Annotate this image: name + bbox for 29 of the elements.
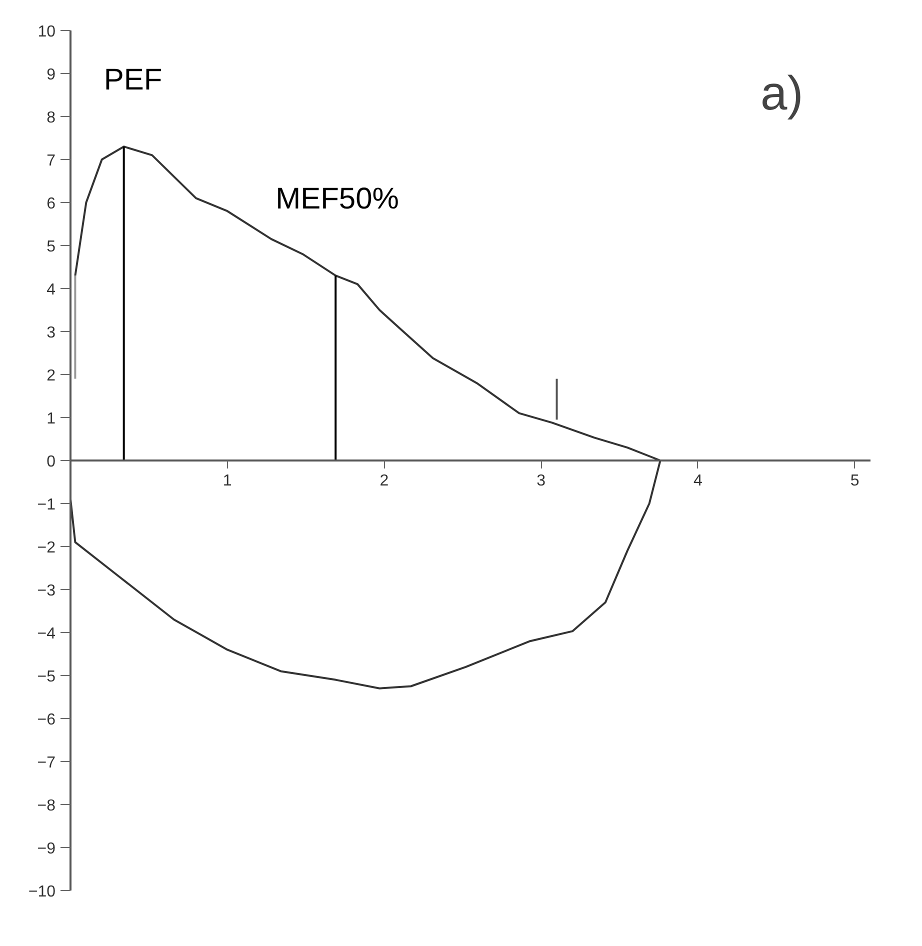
annotation: MEF50% — [276, 182, 399, 216]
y-tick-label: 6 — [46, 196, 56, 212]
x-tick-label: 3 — [536, 472, 546, 490]
y-tick-label: 0 — [46, 454, 56, 470]
y-tick-label: 5 — [46, 238, 56, 256]
y-tick-label: −10 — [28, 884, 56, 900]
y-tick-label: −7 — [37, 754, 56, 772]
y-tick-label: −5 — [37, 668, 56, 686]
y-tick-label: −6 — [37, 712, 56, 728]
x-tick-label: 5 — [850, 472, 860, 490]
y-tick-label: 8 — [46, 110, 56, 126]
x-tick-label: 2 — [380, 472, 389, 490]
y-tick-label: 10 — [38, 24, 56, 40]
y-tick-label: −1 — [37, 496, 56, 514]
x-tick-label: 4 — [694, 472, 702, 490]
y-tick-label: −3 — [37, 582, 56, 600]
y-tick-label: −4 — [37, 626, 56, 642]
y-tick-label: −2 — [37, 540, 56, 556]
x-tick-label: 1 — [222, 472, 232, 490]
annotation: a) — [760, 68, 804, 120]
y-tick-label: 4 — [46, 282, 56, 298]
y-tick-label: 2 — [46, 368, 56, 384]
annotation: PEF — [104, 64, 162, 97]
y-tick-label: 1 — [46, 410, 56, 428]
y-tick-label: 3 — [46, 324, 56, 342]
y-tick-label: −9 — [37, 840, 56, 858]
y-tick-label: −8 — [37, 798, 56, 814]
y-tick-label: 9 — [46, 66, 56, 84]
y-tick-label: 7 — [46, 152, 56, 170]
